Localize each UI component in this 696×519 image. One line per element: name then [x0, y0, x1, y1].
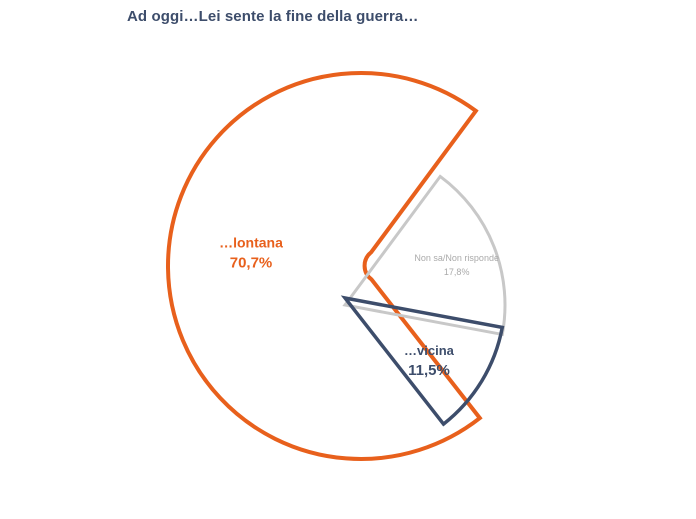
slices-layer: [168, 73, 505, 459]
slice-value-label: 11,5%: [408, 362, 450, 379]
slice-label: Non sa/Non risponde: [414, 253, 499, 263]
slice-value-label: 70,7%: [230, 254, 273, 271]
pie-slice: [345, 298, 502, 424]
pie-slice: [168, 73, 480, 459]
slice-label: …lontana: [219, 234, 283, 250]
slice-value-label: 17,8%: [444, 267, 470, 277]
slice-label: …vicina: [404, 343, 455, 358]
